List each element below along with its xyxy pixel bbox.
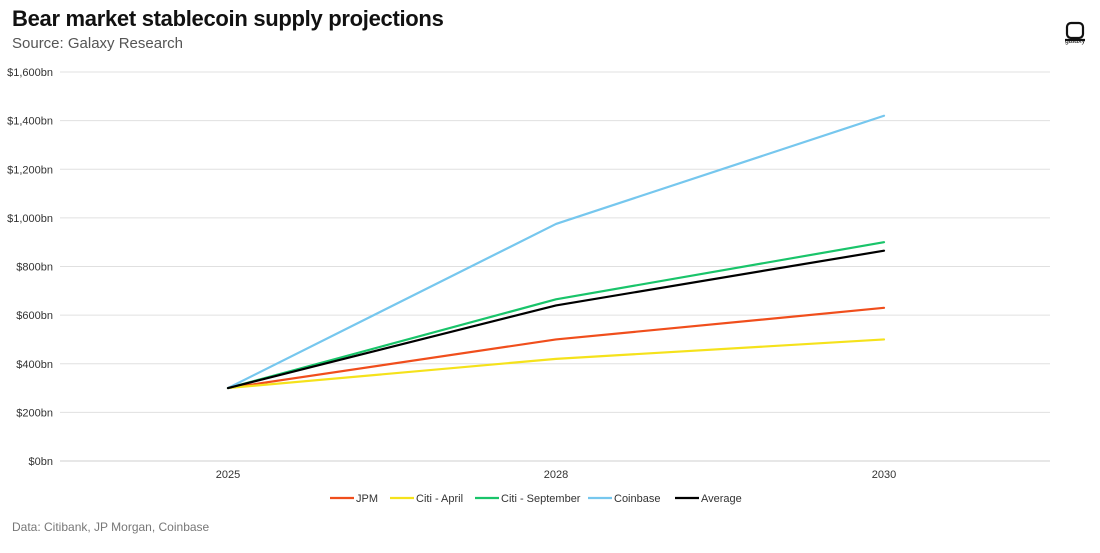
chart-subtitle: Source: Galaxy Research	[12, 35, 183, 52]
chart-title: Bear market stablecoin supply projection…	[12, 6, 444, 31]
legend-label: Coinbase	[614, 493, 660, 505]
series-line-average	[226, 249, 886, 390]
series-line-coinbase	[226, 114, 886, 390]
y-tick-label: $800bn	[16, 262, 53, 274]
y-tick-label: $1,600bn	[7, 67, 53, 79]
y-tick-label: $1,200bn	[7, 164, 53, 176]
y-tick-label: $600bn	[16, 310, 53, 322]
y-tick-label: $200bn	[16, 407, 53, 419]
y-tick-label: $400bn	[16, 359, 53, 371]
grid-lines	[60, 71, 1050, 462]
x-tick-label: 2028	[544, 469, 568, 481]
series-line-citi-april	[226, 338, 886, 390]
legend-label: Citi - September	[501, 493, 581, 505]
legend-label: Average	[701, 493, 742, 505]
series-lines	[226, 114, 886, 390]
x-tick-label: 2030	[872, 469, 896, 481]
series-line-jpm	[226, 306, 886, 390]
x-axis-ticks: 2025 2028 2030	[216, 469, 896, 481]
legend-label: JPM	[356, 493, 378, 505]
y-tick-label: $1,400bn	[7, 116, 53, 128]
logo-text: galaxy	[1064, 38, 1086, 45]
x-tick-label: 2025	[216, 469, 240, 481]
series-line-citi-september	[226, 241, 886, 390]
y-tick-label: $1,000bn	[7, 213, 53, 225]
legend: JPM Citi - April Citi - September Coinbase A…	[330, 493, 742, 505]
legend-label: Citi - April	[416, 493, 463, 505]
y-axis-ticks: $0bn $200bn $400bn $600bn $800bn $1,000bn $1,2…	[7, 67, 53, 468]
galaxy-logo-icon	[1065, 21, 1085, 42]
data-source-note: Data: Citibank, JP Morgan, Coinbase	[12, 520, 210, 534]
y-tick-label: $0bn	[29, 456, 53, 468]
